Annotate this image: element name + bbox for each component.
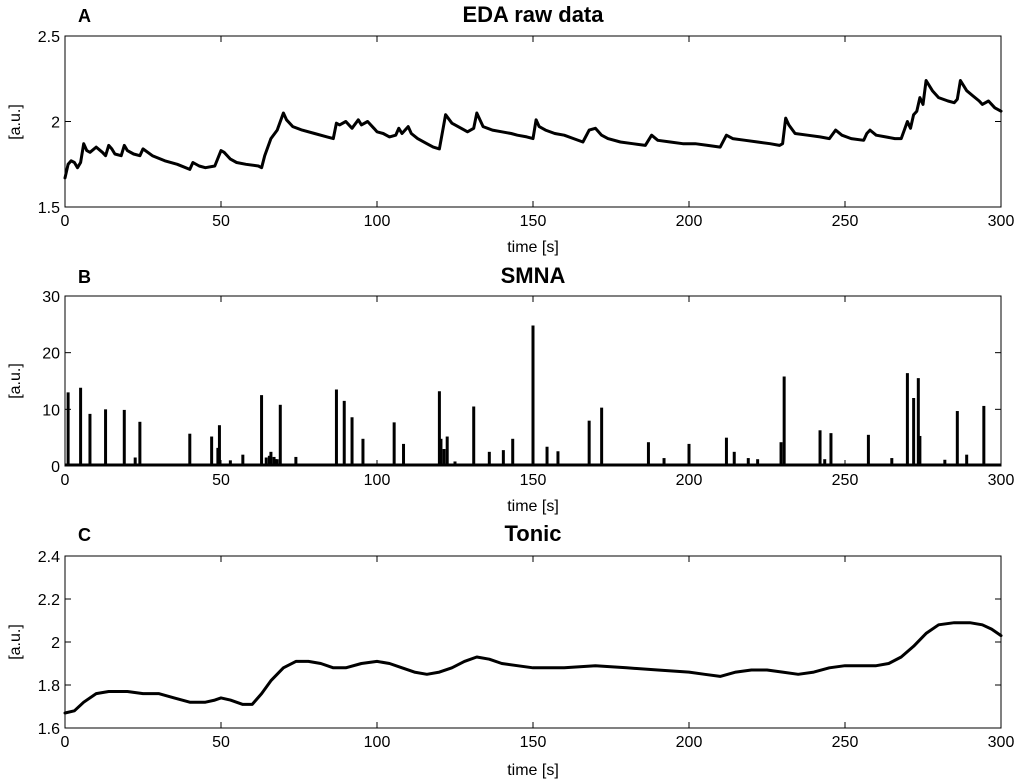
panel-c-xtick-label: 200: [676, 734, 703, 751]
panel-c-xtick-label: 0: [61, 734, 70, 751]
panel-a-xtick-label: 100: [364, 213, 391, 230]
panel-c-marks: [63, 621, 1003, 715]
panel-a-xtick-label: 300: [988, 213, 1015, 230]
panel-b-ytick-label: 30: [42, 289, 60, 306]
panel-b-xtick-label: 200: [676, 472, 703, 489]
panel-c-ytick-label: 1.8: [38, 678, 60, 695]
panel-a-letter: A: [78, 6, 91, 26]
panel-a-series-line: [63, 79, 1003, 180]
panel-c-ytick-label: 2.2: [38, 592, 60, 609]
panel-c-ytick-label: 2.4: [38, 549, 60, 566]
panel-c-series-line: [63, 621, 1003, 715]
panel-b-xtick-label: 50: [212, 472, 230, 489]
panel-a-xtick-label: 50: [212, 213, 230, 230]
panel-a-xtick-label: 200: [676, 213, 703, 230]
panel-a-title: EDA raw data: [462, 2, 604, 27]
panel-a-xlabel: time [s]: [507, 239, 559, 256]
panel-c-letter: C: [78, 525, 91, 545]
panel-b-xtick-label: 0: [61, 472, 70, 489]
panel-c-xtick-label: 100: [364, 734, 391, 751]
panel-c-xtick-label: 50: [212, 734, 230, 751]
panel-c: C Tonic [a.u.] time [s] 0 50 100 150 200 250 3…: [7, 521, 1014, 779]
panel-c-ytick-label: 2: [51, 635, 60, 652]
panel-b-frame: [64, 295, 1002, 467]
panel-c-xlabel: time [s]: [507, 762, 559, 779]
panel-a-ytick-label: 2.5: [38, 29, 60, 46]
panel-a-ylabel: [a.u.]: [7, 104, 24, 140]
panel-c-ytick-label: 1.6: [38, 721, 60, 738]
panel-b-ylabel: [a.u.]: [7, 363, 24, 399]
panel-b-title: SMNA: [501, 263, 566, 288]
panel-b-marks: [65, 325, 1001, 467]
panel-c-title: Tonic: [504, 521, 561, 546]
panel-a-ytick-label: 2: [51, 115, 60, 132]
panel-b-xlabel: time [s]: [507, 498, 559, 515]
panel-c-xtick-label: 300: [988, 734, 1015, 751]
panel-b-ytick-label: 10: [42, 402, 60, 419]
panel-b-ytick-label: 20: [42, 346, 60, 363]
panel-b-ytick-label: 0: [51, 459, 60, 476]
panel-a-xtick-label: 0: [61, 213, 70, 230]
panel-a: A EDA raw data [a.u.] time [s] 0 50 100 150…: [7, 2, 1014, 256]
panel-b-letter: B: [78, 267, 91, 287]
panel-c-frame: [64, 555, 1002, 729]
panel-a-xtick-label: 150: [520, 213, 547, 230]
panel-b-ticks: 0 50 100 150 200 250 300 0 10 20 30: [42, 289, 1014, 489]
panel-b-xtick-label: 100: [364, 472, 391, 489]
panel-b-xtick-label: 250: [832, 472, 859, 489]
panel-a-frame: [64, 35, 1002, 208]
panel-b-xtick-label: 300: [988, 472, 1015, 489]
panel-c-xtick-label: 250: [832, 734, 859, 751]
panel-a-ticks: 0 50 100 150 200 250 300 1.5 2 2.5: [38, 29, 1015, 230]
panel-b-xtick-label: 150: [520, 472, 547, 489]
panel-c-ticks: 0 50 100 150 200 250 300 1.6 1.8 2 2.2 2.4: [38, 549, 1015, 751]
panel-c-ylabel: [a.u.]: [7, 624, 24, 660]
panel-a-ytick-label: 1.5: [38, 200, 60, 217]
panel-b: B SMNA [a.u.] time [s] 0 50 100 150 200 250 30…: [7, 263, 1014, 515]
panel-a-xtick-label: 250: [832, 213, 859, 230]
panel-c-xtick-label: 150: [520, 734, 547, 751]
panel-a-marks: [63, 79, 1003, 180]
